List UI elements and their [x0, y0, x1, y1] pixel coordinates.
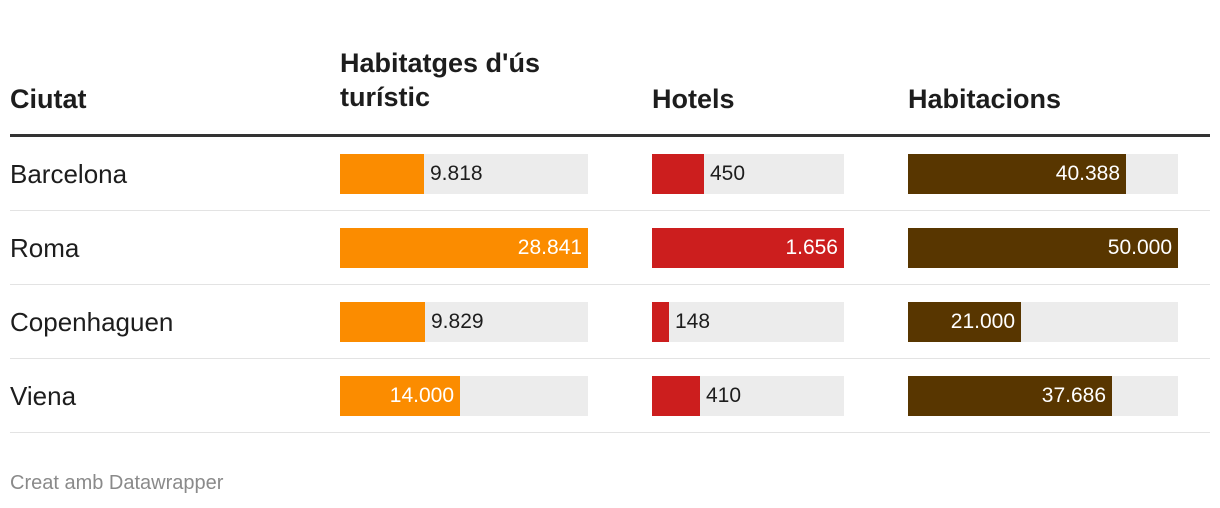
rooms-bar-track: 21.000: [908, 302, 1178, 342]
tourist-housing-value-label: 9.829: [431, 310, 484, 333]
tourist-housing-value-label: 14.000: [389, 384, 454, 407]
hotels-bar-track: 1.656: [652, 228, 844, 268]
row-divider: [10, 210, 1210, 211]
table-row: Viena 14.000 410 37.686: [10, 359, 1210, 433]
city-label: Barcelona: [10, 159, 128, 189]
tourist-housing-bar: [340, 376, 460, 416]
rooms-value-label: 37.686: [1041, 384, 1106, 407]
row-divider: [10, 284, 1210, 285]
row-divider: [10, 358, 1210, 359]
table-row: Roma 28.841 1.656 50.000: [10, 211, 1210, 285]
column-header-rooms: Habitacions: [908, 84, 1062, 114]
rooms-bar: [908, 376, 1112, 416]
tourist-housing-value-label: 9.818: [430, 162, 483, 185]
column-header-city: Ciutat: [10, 84, 87, 114]
tourist-housing-bar: [340, 154, 424, 194]
city-label: Viena: [10, 381, 77, 411]
rooms-bar-track: 50.000: [908, 228, 1178, 268]
hotels-bar-track: 450: [652, 154, 844, 194]
city-label: Roma: [10, 233, 80, 263]
city-label: Copenhaguen: [10, 307, 174, 337]
footer-credit: Creat amb Datawrapper: [10, 472, 224, 494]
tourist-housing-bar-track: 28.841: [340, 228, 588, 268]
tourist-housing-bar: [340, 228, 588, 268]
rooms-value-label: 50.000: [1107, 236, 1172, 259]
hotels-bar: [652, 302, 669, 342]
column-header-hotels: Hotels: [652, 84, 735, 114]
table-row: Barcelona 9.818 450 40.388: [10, 137, 1210, 211]
rooms-bar: [908, 228, 1178, 268]
rooms-bar: [908, 154, 1126, 194]
tourist-housing-bar-track: 9.829: [340, 302, 588, 342]
rooms-bar-track: 37.686: [908, 376, 1178, 416]
hotels-bar: [652, 228, 844, 268]
row-divider: [10, 432, 1210, 433]
rooms-bar: [908, 302, 1021, 342]
hotels-bar: [652, 154, 704, 194]
hotels-bar-track: 410: [652, 376, 844, 416]
rooms-bar-track: 40.388: [908, 154, 1178, 194]
column-header-tourist-housing: Habitatges d'ús turístic: [340, 48, 540, 112]
header-rule: [10, 134, 1210, 137]
tourist-housing-bar-track: 9.818: [340, 154, 588, 194]
hotels-value-label: 450: [710, 162, 746, 185]
tourist-housing-bar: [340, 302, 425, 342]
hotels-value-label: 1.656: [785, 236, 838, 259]
table-row: Copenhaguen 9.829 148 21.000: [10, 285, 1210, 359]
hotels-bar: [652, 376, 700, 416]
hotels-bar-track: 148: [652, 302, 844, 342]
tourist-housing-value-label: 28.841: [517, 236, 582, 259]
rooms-value-label: 21.000: [950, 310, 1015, 333]
hotels-value-label: 410: [706, 384, 742, 407]
rooms-value-label: 40.388: [1055, 162, 1120, 185]
tourist-housing-bar-track: 14.000: [340, 376, 588, 416]
hotels-value-label: 148: [675, 310, 711, 333]
